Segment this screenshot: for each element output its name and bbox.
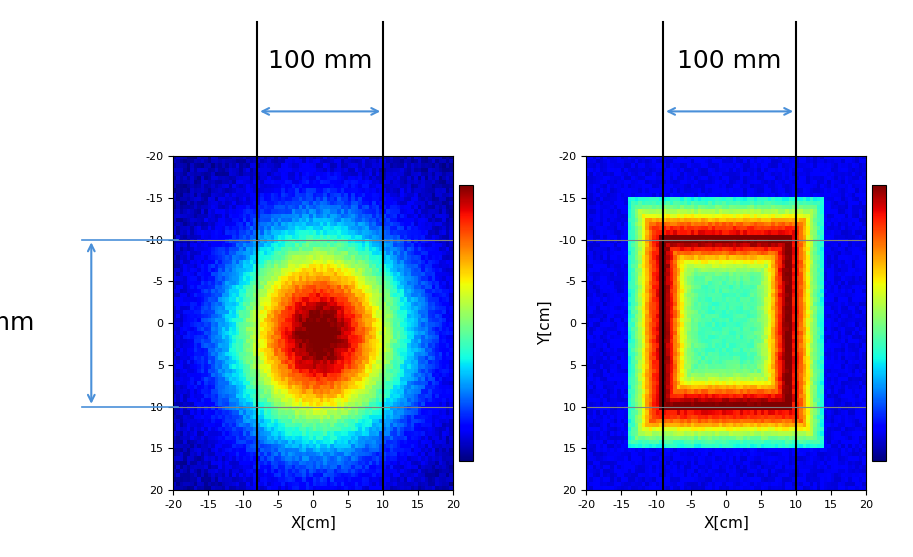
X-axis label: X[cm]: X[cm] [703,515,749,530]
Text: 100 mm: 100 mm [0,311,34,335]
Text: 100 mm: 100 mm [268,49,373,74]
Text: 100 mm: 100 mm [677,49,782,74]
Y-axis label: Y[cm]: Y[cm] [538,301,553,345]
X-axis label: X[cm]: X[cm] [290,515,336,530]
